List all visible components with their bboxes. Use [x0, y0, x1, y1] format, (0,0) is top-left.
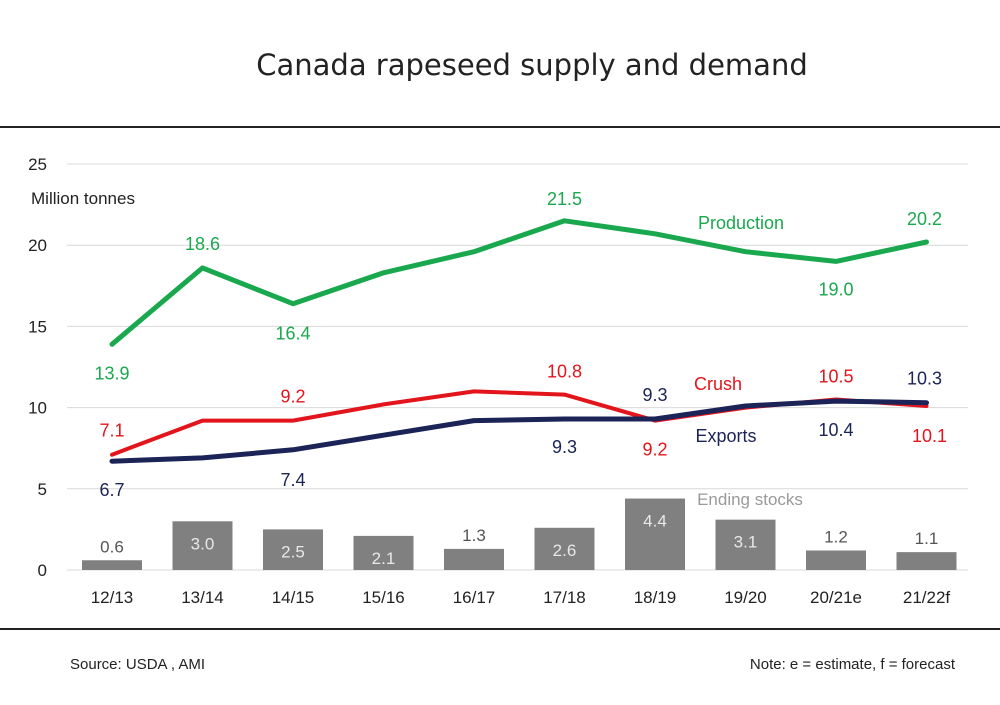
- stocks-value-label: 2.6: [553, 541, 577, 560]
- x-tick-label: 18/19: [634, 588, 677, 607]
- y-tick-label: 25: [28, 155, 47, 174]
- production-value-label: 21.5: [547, 189, 582, 209]
- production-value-label: 19.0: [818, 279, 853, 299]
- crush-value-label: 10.5: [818, 366, 853, 386]
- stocks-bar: [353, 535, 414, 570]
- y-tick-label: 15: [28, 317, 47, 336]
- production-line: [109, 218, 929, 347]
- stocks-value-label: 3.1: [734, 533, 758, 552]
- y-tick-label: 10: [28, 399, 47, 418]
- stocks-value-label: 2.1: [372, 549, 396, 568]
- stocks-bar: [715, 519, 776, 570]
- top-divider: [0, 126, 1000, 128]
- exports-value-label: 7.4: [280, 470, 305, 490]
- crush-value-label: 10.8: [547, 362, 582, 382]
- legend-ending-stocks: Ending stocks: [697, 490, 803, 509]
- y-tick-label: 5: [38, 480, 47, 499]
- bottom-divider: [0, 628, 1000, 630]
- exports-line: [109, 398, 929, 464]
- legend-crush: Crush: [694, 374, 742, 394]
- stocks-value-label: 0.6: [100, 537, 124, 556]
- x-tick-label: 12/13: [91, 588, 134, 607]
- exports-value-label: 6.7: [99, 480, 124, 500]
- stocks-bar: [625, 498, 685, 570]
- exports-value-label: 9.3: [642, 385, 667, 405]
- x-tick-label: 21/22f: [903, 588, 951, 607]
- stocks-bar: [896, 552, 957, 570]
- legend-exports: Exports: [695, 426, 756, 446]
- x-tick-label: 20/21e: [810, 588, 862, 607]
- exports-value-label: 9.3: [552, 437, 577, 457]
- forecast-note: Note: e = estimate, f = forecast: [749, 656, 955, 673]
- stocks-bar: [534, 527, 595, 570]
- source-note: Source: USDA , AMI: [70, 656, 206, 673]
- crush-value-label: 9.2: [280, 387, 305, 407]
- stocks-value-label: 1.1: [915, 529, 939, 548]
- stocks-bar: [172, 521, 233, 570]
- production-value-label: 16.4: [275, 324, 310, 344]
- production-value-label: 20.2: [907, 209, 942, 229]
- stocks-value-label: 4.4: [643, 512, 667, 531]
- stocks-bar: [444, 548, 504, 570]
- stocks-value-label: 2.5: [281, 542, 305, 561]
- production-value-label: 18.6: [185, 234, 220, 254]
- y-axis-label: Million tonnes: [31, 189, 135, 208]
- x-tick-label: 14/15: [272, 588, 315, 607]
- legend-production: Production: [698, 213, 784, 233]
- stocks-bar: [263, 529, 323, 570]
- y-tick-label: 0: [38, 561, 47, 580]
- x-tick-label: 19/20: [724, 588, 767, 607]
- exports-value-label: 10.4: [818, 420, 853, 440]
- x-tick-label: 13/14: [181, 588, 224, 607]
- x-tick-label: 17/18: [543, 588, 586, 607]
- x-tick-label: 16/17: [453, 588, 496, 607]
- crush-value-label: 10.1: [912, 426, 947, 446]
- stocks-value-label: 1.3: [462, 526, 486, 545]
- stocks-bar: [82, 560, 142, 570]
- exports-value-label: 10.3: [907, 369, 942, 389]
- y-tick-label: 20: [28, 236, 47, 255]
- crush-value-label: 7.1: [99, 421, 124, 441]
- crush-value-label: 9.2: [642, 440, 667, 460]
- production-value-label: 13.9: [94, 363, 129, 383]
- stocks-bar: [806, 550, 866, 570]
- stocks-value-label: 1.2: [824, 528, 848, 547]
- chart-title: Canada rapeseed supply and demand: [256, 48, 808, 82]
- stocks-value-label: 3.0: [191, 534, 215, 553]
- x-tick-label: 15/16: [362, 588, 405, 607]
